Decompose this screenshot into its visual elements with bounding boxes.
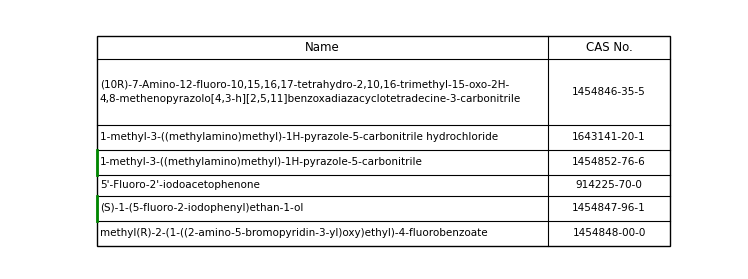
Text: 1454848-00-0: 1454848-00-0 [572, 229, 646, 239]
Text: 914225-70-0: 914225-70-0 [575, 180, 643, 190]
Text: 1454846-35-5: 1454846-35-5 [572, 87, 646, 97]
Text: 1643141-20-1: 1643141-20-1 [572, 132, 646, 142]
Text: 1454852-76-6: 1454852-76-6 [572, 157, 646, 167]
Text: (10R)-7-Amino-12-fluoro-10,15,16,17-tetrahydro-2,10,16-trimethyl-15-oxo-2H-
4,8-: (10R)-7-Amino-12-fluoro-10,15,16,17-tetr… [99, 80, 521, 104]
Text: Name: Name [305, 41, 340, 54]
Text: 5'-Fluoro-2'-iodoacetophenone: 5'-Fluoro-2'-iodoacetophenone [99, 180, 260, 190]
Text: CAS No.: CAS No. [586, 41, 632, 54]
Text: (S)-1-(5-fluoro-2-iodophenyl)ethan-1-ol: (S)-1-(5-fluoro-2-iodophenyl)ethan-1-ol [99, 203, 303, 213]
Text: 1-methyl-3-((methylamino)methyl)-1H-pyrazole-5-carbonitrile: 1-methyl-3-((methylamino)methyl)-1H-pyra… [99, 157, 423, 167]
Text: methyl(R)-2-(1-((2-amino-5-bromopyridin-3-yl)oxy)ethyl)-4-fluorobenzoate: methyl(R)-2-(1-((2-amino-5-bromopyridin-… [99, 229, 488, 239]
Text: 1454847-96-1: 1454847-96-1 [572, 203, 646, 213]
Text: 1-methyl-3-((methylamino)methyl)-1H-pyrazole-5-carbonitrile hydrochloride: 1-methyl-3-((methylamino)methyl)-1H-pyra… [99, 132, 498, 142]
